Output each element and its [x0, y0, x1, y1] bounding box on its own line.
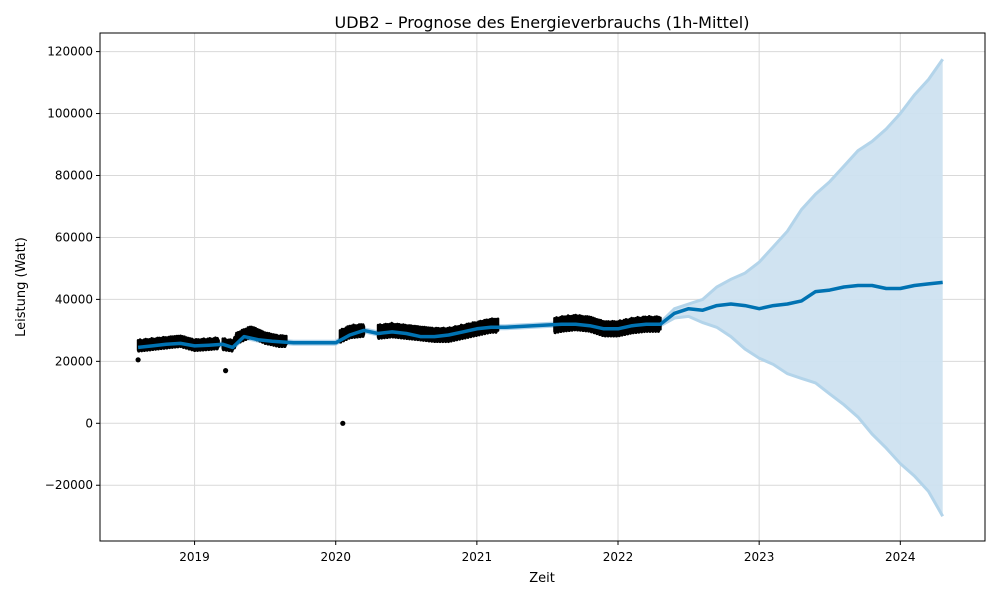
y-tick-label: 100000 — [47, 107, 93, 121]
x-tick-label: 2021 — [462, 550, 493, 564]
x-tick-label: 2023 — [744, 550, 775, 564]
plot-frame — [99, 32, 986, 542]
x-axis-label: Zeit — [529, 571, 555, 586]
y-tick-label: 40000 — [55, 292, 93, 306]
x-tick-label: 2019 — [179, 550, 210, 564]
forecast-line — [137, 280, 943, 350]
x-axis-ticks: 2019 2020 2021 2022 2023 2024 — [179, 541, 916, 564]
observed-point — [223, 368, 229, 374]
y-tick-label: 60000 — [55, 230, 93, 244]
x-tick-label: 2022 — [603, 550, 634, 564]
y-tick-label: 80000 — [55, 168, 93, 182]
observed-point — [135, 357, 141, 363]
x-tick-label: 2024 — [885, 550, 916, 564]
x-tick-label: 2020 — [320, 550, 351, 564]
observed-point — [340, 420, 346, 426]
uncertainty-band — [138, 59, 943, 517]
y-tick-label: 20000 — [55, 354, 93, 368]
y-axis-ticks: −20000 0 20000 40000 60000 80000 100000 120000 — [45, 45, 100, 492]
y-axis-label: Leistung (Watt) — [14, 237, 29, 337]
forecast-series — [137, 280, 943, 350]
chart-title: UDB2 – Prognose des Energieverbrauchs (1… — [335, 13, 750, 32]
y-tick-label: −20000 — [45, 478, 93, 492]
y-tick-label: 120000 — [47, 45, 93, 59]
y-tick-label: 0 — [85, 416, 93, 430]
